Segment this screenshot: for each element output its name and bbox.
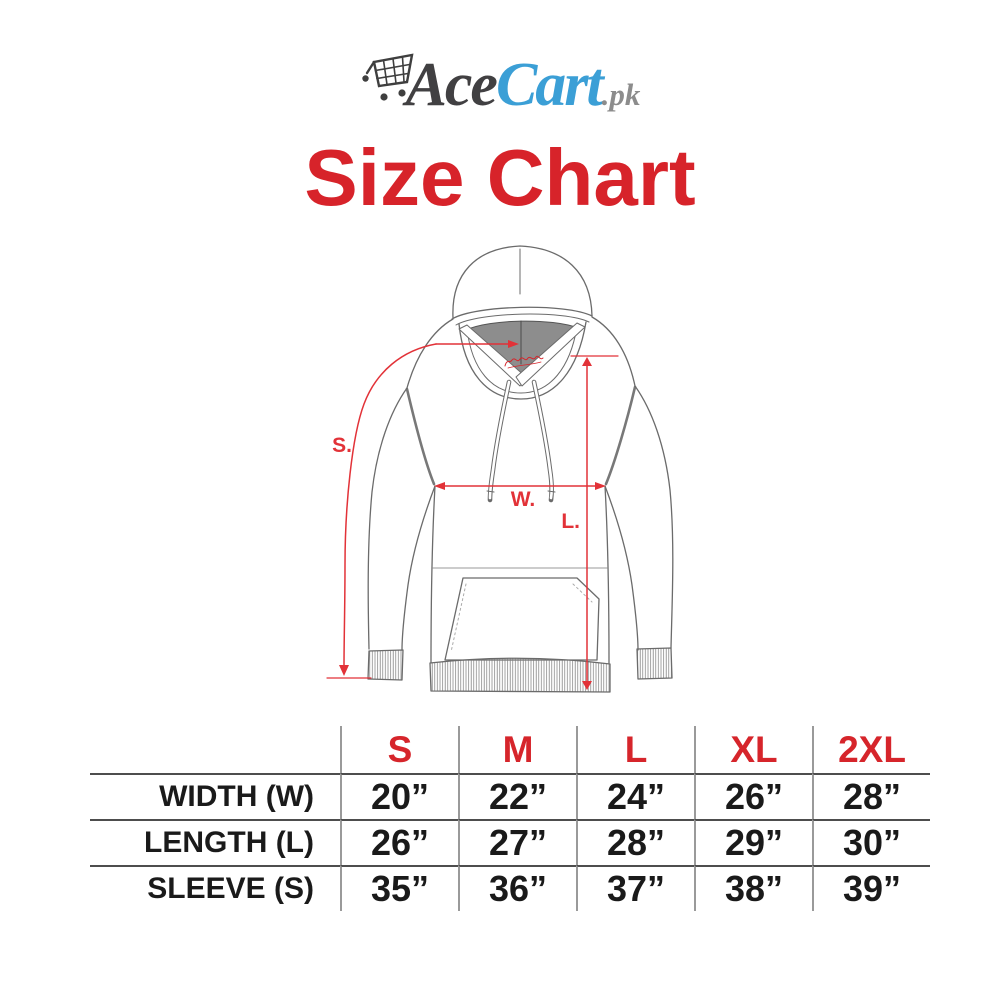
sleeve-value-s: 35” (340, 865, 458, 911)
cart-wheel-left (379, 93, 388, 101)
logo-word-cart: Cart (495, 51, 604, 119)
hoodie-diagram: S. W. L. (326, 245, 674, 693)
logo-word-ace: Ace (405, 51, 498, 119)
measurement-annotations (326, 340, 619, 690)
body-left-edge (430, 485, 436, 664)
brand-logo-text: Ace Cart .pk (406, 40, 641, 116)
length-label: L. (561, 510, 580, 533)
row-label-sleeve: SLEEVE (S) (90, 865, 340, 911)
length-arrowhead-up (582, 357, 592, 366)
length-value-s: 26” (340, 819, 458, 865)
sleeve-right-inner (604, 485, 639, 651)
row-label-width: WIDTH (W) (90, 773, 340, 819)
shoulder-left (406, 318, 454, 389)
hood-outline (452, 245, 593, 319)
length-value-2xl: 30” (812, 819, 930, 865)
neckband-inner (466, 326, 578, 394)
sleeve-value-2xl: 39” (812, 865, 930, 911)
sleeve-measure-line (343, 343, 437, 667)
brand-logo: Ace Cart .pk (0, 40, 1000, 120)
width-value-l: 24” (576, 773, 694, 819)
raglan-seam-right (604, 385, 637, 486)
pocket-stitch-left (450, 583, 467, 653)
width-label: W. (511, 488, 536, 511)
sleeve-value-m: 36” (458, 865, 576, 911)
length-value-l: 28” (576, 819, 694, 865)
width-arrowhead-right (595, 482, 606, 490)
sleeve-value-l: 37” (576, 865, 694, 911)
hood-v-right (515, 322, 586, 387)
raglan-seam-left (405, 387, 436, 486)
sleeve-right-outer (634, 385, 674, 649)
cuff-right (636, 647, 673, 680)
row-label-length: LENGTH (L) (90, 819, 340, 865)
body-right-edge (604, 485, 610, 664)
table-corner-cell (90, 726, 340, 773)
hood-arrowhead (508, 340, 519, 348)
hood-rim-top (451, 306, 593, 320)
length-value-m: 27” (458, 819, 576, 865)
page-title: Size Chart (304, 133, 696, 222)
pocket-stitch-right (572, 583, 593, 603)
shopping-cart-icon (361, 53, 414, 101)
logo-tld: .pk (601, 77, 641, 112)
length-value-xl: 29” (694, 819, 812, 865)
sleeve-arrowhead-down (339, 665, 349, 676)
cart-handle-dot (361, 75, 369, 82)
drawstring-left (486, 379, 512, 503)
shoulder-right (591, 316, 636, 387)
size-table: S M L XL 2XL WIDTH (W) 20” 22” 24” 26” 2… (90, 726, 930, 911)
drawstring-right (531, 379, 556, 503)
sleeve-left-inner (401, 485, 436, 651)
hem-band (429, 657, 611, 693)
cart-wheel-right (397, 89, 406, 97)
hood-rim-bottom (455, 313, 590, 326)
size-header-s: S (340, 726, 458, 773)
red-script-logo (504, 355, 544, 369)
size-header-m: M (458, 726, 576, 773)
length-arrowhead-down (582, 681, 592, 690)
width-value-xl: 26” (694, 773, 812, 819)
cuff-left (367, 649, 404, 681)
size-header-l: L (576, 726, 694, 773)
sleeve-value-xl: 38” (694, 865, 812, 911)
size-header-xl: XL (694, 726, 812, 773)
pocket (444, 577, 600, 661)
width-value-2xl: 28” (812, 773, 930, 819)
sleeve-left-outer (367, 387, 408, 650)
sleeve-label: S. (332, 434, 352, 457)
width-value-s: 20” (340, 773, 458, 819)
size-header-2xl: 2XL (812, 726, 930, 773)
width-value-m: 22” (458, 773, 576, 819)
width-arrowhead-left (434, 482, 445, 490)
